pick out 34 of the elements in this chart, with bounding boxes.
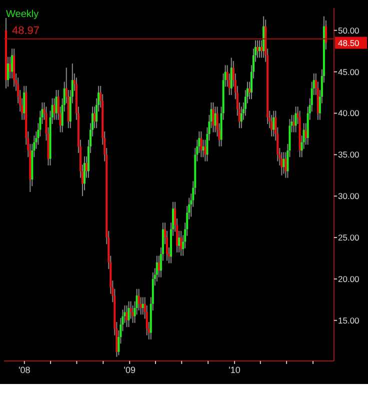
chart-title: Weekly — [6, 9, 39, 20]
candlestick — [270, 114, 273, 137]
y-tick-label: 45.00 — [338, 66, 360, 77]
candlestick — [212, 102, 214, 133]
y-tick-label: 40.00 — [338, 108, 360, 118]
x-tick-label: '10 — [228, 365, 240, 375]
candlestick — [272, 110, 275, 137]
x-tick-label: '08 — [18, 365, 30, 375]
y-tick-label: 35.00 — [338, 150, 360, 160]
candlestick — [240, 106, 242, 129]
y-tick-label: 25.00 — [338, 232, 360, 243]
candlestick — [55, 90, 58, 120]
text: 48.50 — [338, 38, 360, 48]
y-tick-label: 15.00 — [338, 315, 360, 326]
candlestick — [128, 300, 130, 328]
candlestick — [126, 304, 128, 328]
x-tick-label: '09 — [124, 365, 136, 375]
candlestick — [138, 288, 140, 311]
y-tick-label: 50.00 — [338, 25, 360, 36]
candlestick — [230, 57, 232, 96]
candlestick — [132, 304, 134, 324]
candlestick — [282, 152, 285, 174]
candlestick — [200, 130, 202, 158]
y-tick-label: 30.00 — [338, 191, 360, 202]
candlestick — [280, 152, 283, 176]
candlestick — [258, 40, 261, 58]
candlestick — [256, 40, 259, 58]
candlestick — [214, 106, 216, 133]
candlestick — [142, 296, 144, 316]
candlestick — [294, 106, 297, 133]
candlestick — [180, 230, 182, 256]
ref-line-label: 48.97 — [12, 24, 40, 37]
candlestick — [156, 255, 158, 282]
y-tick-label: 20.00 — [338, 274, 360, 284]
